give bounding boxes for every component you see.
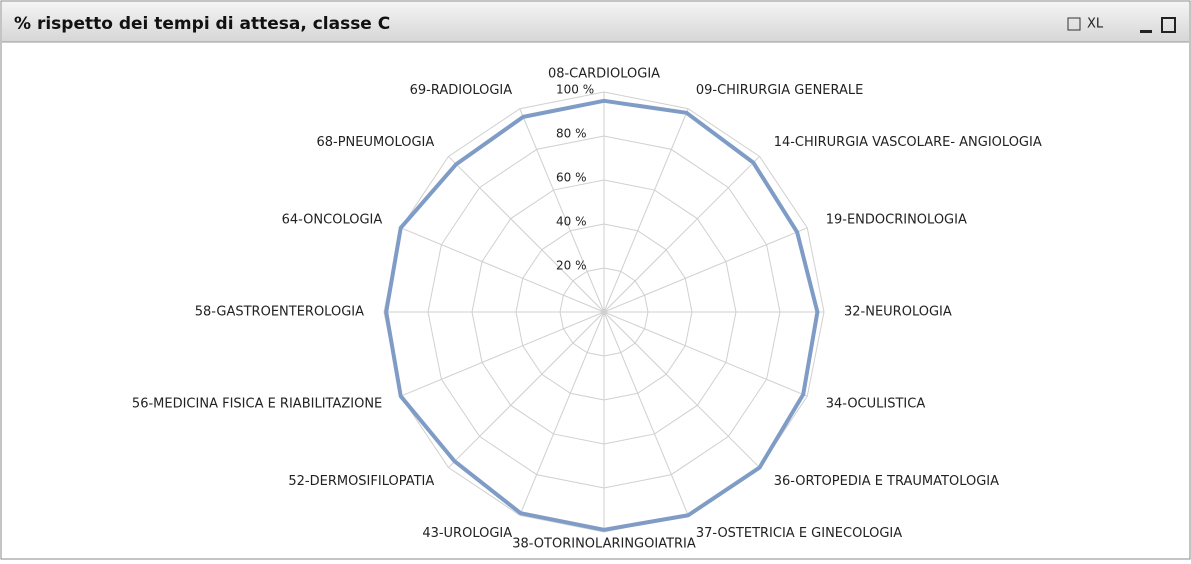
radar-line — [384, 98, 820, 532]
category-label: 52-DERMOSIFILOPATIA — [288, 474, 434, 489]
print-icon[interactable] — [1067, 17, 1081, 31]
category-label: 68-PNEUMOLOGIA — [316, 135, 434, 150]
title-bar — [2, 2, 1189, 42]
category-label: 64-ONCOLOGIA — [282, 213, 383, 228]
minimize-button[interactable] — [1140, 30, 1152, 33]
category-label: 38-OTORINOLARINGOIATRIA — [512, 537, 696, 552]
category-label: 56-MEDICINA FISICA E RIABILITAZIONE — [132, 396, 382, 411]
spoke — [519, 108, 605, 313]
category-label: 19-ENDOCRINOLOGIA — [826, 213, 967, 228]
spoke — [603, 156, 760, 313]
chart-title: % rispetto dei tempi di attesa, classe C — [14, 14, 390, 34]
category-label: 14-CHIRURGIA VASCOLARE- ANGIOLOGIA — [774, 135, 1042, 150]
spoke — [603, 311, 689, 516]
category-label: 34-OCULISTICA — [826, 396, 926, 411]
r-tick-label: 20 % — [556, 259, 587, 273]
spoke — [400, 227, 605, 313]
maximize-button[interactable] — [1161, 17, 1176, 33]
category-label: 43-UROLOGIA — [422, 526, 512, 541]
category-label: 58-GASTROENTEROLOGIA — [195, 305, 364, 320]
spoke — [519, 311, 605, 516]
category-label: 09-CHIRURGIA GENERALE — [696, 83, 864, 98]
category-label: 36-ORTOPEDIA E TRAUMATOLOGIA — [774, 474, 999, 489]
spoke — [448, 156, 605, 313]
category-label: 69-RADIOLOGIA — [410, 83, 513, 98]
spoke — [603, 108, 689, 313]
excel-button[interactable]: XL — [1087, 17, 1104, 32]
spoke — [603, 311, 808, 397]
spoke — [400, 311, 605, 397]
spoke — [448, 311, 605, 468]
category-label: 32-NEUROLOGIA — [844, 305, 952, 320]
spoke — [603, 311, 760, 468]
category-label: 08-CARDIOLOGIA — [548, 67, 660, 82]
r-tick-label: 100 % — [556, 83, 594, 97]
category-label: 37-OSTETRICIA E GINECOLOGIA — [696, 526, 902, 541]
r-tick-label: 60 % — [556, 171, 587, 185]
r-tick-label: 80 % — [556, 127, 587, 141]
spoke — [603, 227, 808, 313]
r-tick-label: 40 % — [556, 215, 587, 229]
